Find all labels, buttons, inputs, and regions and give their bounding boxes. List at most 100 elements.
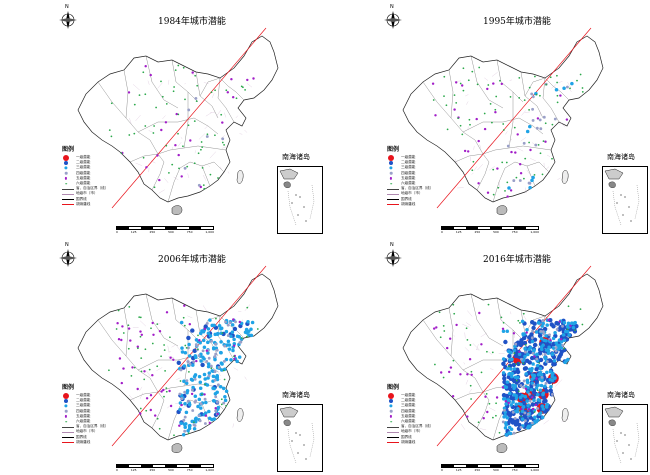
city-dot — [536, 406, 540, 410]
city-dot — [503, 413, 507, 418]
city-dot — [525, 328, 529, 332]
city-dot — [558, 320, 562, 323]
city-dot — [486, 87, 489, 91]
city-dot — [544, 122, 547, 125]
city-dot — [188, 322, 192, 326]
prefecture-boundary — [182, 405, 188, 409]
city-dot — [231, 348, 235, 353]
city-dot — [559, 338, 563, 341]
prefecture-boundary — [191, 73, 198, 77]
city-dot — [142, 156, 145, 159]
city-dot — [186, 399, 190, 403]
province-boundary — [476, 153, 490, 191]
province-boundary — [199, 315, 221, 335]
city-dot — [152, 333, 155, 337]
city-dot — [489, 103, 492, 105]
city-dot — [198, 419, 202, 423]
city-dot — [545, 323, 549, 327]
legend-label: 五级潜能 — [401, 413, 416, 418]
city-dot — [220, 113, 223, 116]
city-dot — [165, 144, 168, 147]
city-dot — [514, 393, 518, 398]
prefecture-boundary — [453, 335, 455, 337]
city-dot — [512, 386, 516, 391]
prefecture-boundary — [171, 344, 176, 348]
city-dot — [511, 400, 515, 404]
city-dot — [492, 82, 495, 85]
legend-item: 地级市（市） — [387, 191, 433, 196]
city-dot — [510, 150, 513, 154]
city-dot — [536, 383, 540, 387]
prefecture-boundary — [510, 311, 512, 315]
city-dot — [187, 124, 190, 127]
prefecture-boundary — [551, 84, 557, 89]
legend-dot-symbol — [62, 181, 74, 186]
city-dot — [164, 370, 166, 372]
city-dot — [523, 346, 527, 351]
prefecture-boundary — [477, 164, 483, 171]
city-dot — [567, 333, 571, 337]
legend-label: 六级潜能 — [76, 418, 91, 423]
prefecture-boundary — [473, 145, 475, 150]
city-dot — [527, 392, 531, 396]
prefecture-boundary — [147, 80, 150, 85]
city-dot — [221, 386, 226, 391]
city-dot — [518, 162, 522, 166]
city-dot — [513, 422, 519, 427]
prefecture-boundary — [476, 349, 479, 351]
city-dot — [235, 334, 240, 339]
city-dot — [534, 367, 539, 372]
prefecture-boundary — [204, 125, 209, 129]
legend-dot-symbol — [387, 171, 399, 176]
city-dot — [528, 86, 531, 89]
city-dot — [572, 329, 578, 334]
prefecture-boundary — [476, 344, 479, 350]
city-dot — [480, 371, 483, 374]
city-dot — [191, 409, 195, 412]
city-dot — [511, 396, 516, 401]
legend-dot-symbol — [62, 160, 74, 165]
city-dot — [203, 327, 207, 331]
city-dot — [581, 323, 584, 326]
city-dot — [190, 388, 194, 392]
legend-item: 一级潜能 — [62, 392, 108, 399]
prefecture-boundary — [194, 150, 196, 154]
city-dot — [179, 380, 182, 382]
city-dot — [225, 89, 228, 92]
inset-title: 南海诸岛 — [607, 391, 635, 399]
city-dot — [554, 349, 558, 353]
legend-item: 五级潜能 — [62, 176, 108, 181]
province-boundary — [492, 161, 536, 203]
city-dot — [240, 337, 243, 339]
city-dot — [550, 372, 555, 376]
city-dot — [171, 163, 174, 166]
prefecture-boundary — [472, 343, 480, 351]
scale-label: 1,000 — [205, 230, 214, 234]
city-dot — [491, 351, 494, 354]
city-dot — [203, 397, 207, 401]
city-dot — [209, 173, 212, 176]
city-dot — [153, 414, 157, 417]
city-dot — [528, 399, 532, 403]
prefecture-boundary — [187, 315, 193, 318]
legend-item: 二级潜能 — [62, 160, 108, 165]
taiwan-island — [561, 170, 569, 184]
scale-bar: 0 125 250 500 750 1,000 — [116, 226, 214, 234]
city-dot — [211, 347, 216, 351]
city-dot — [530, 320, 535, 325]
prefecture-boundary — [464, 332, 466, 339]
city-dot — [165, 387, 168, 389]
province-boundary — [496, 297, 524, 341]
city-dot — [230, 330, 235, 334]
city-dot — [556, 347, 561, 351]
prefecture-boundary — [203, 333, 210, 341]
city-dot — [510, 357, 514, 361]
legend-label: 胡焕庸线 — [401, 439, 416, 444]
city-dot — [193, 424, 197, 427]
city-dot — [183, 415, 187, 419]
city-dot — [504, 399, 508, 403]
city-dot — [139, 407, 142, 410]
province-boundary — [470, 55, 504, 109]
city-dot — [535, 363, 540, 368]
city-dot — [549, 76, 552, 79]
